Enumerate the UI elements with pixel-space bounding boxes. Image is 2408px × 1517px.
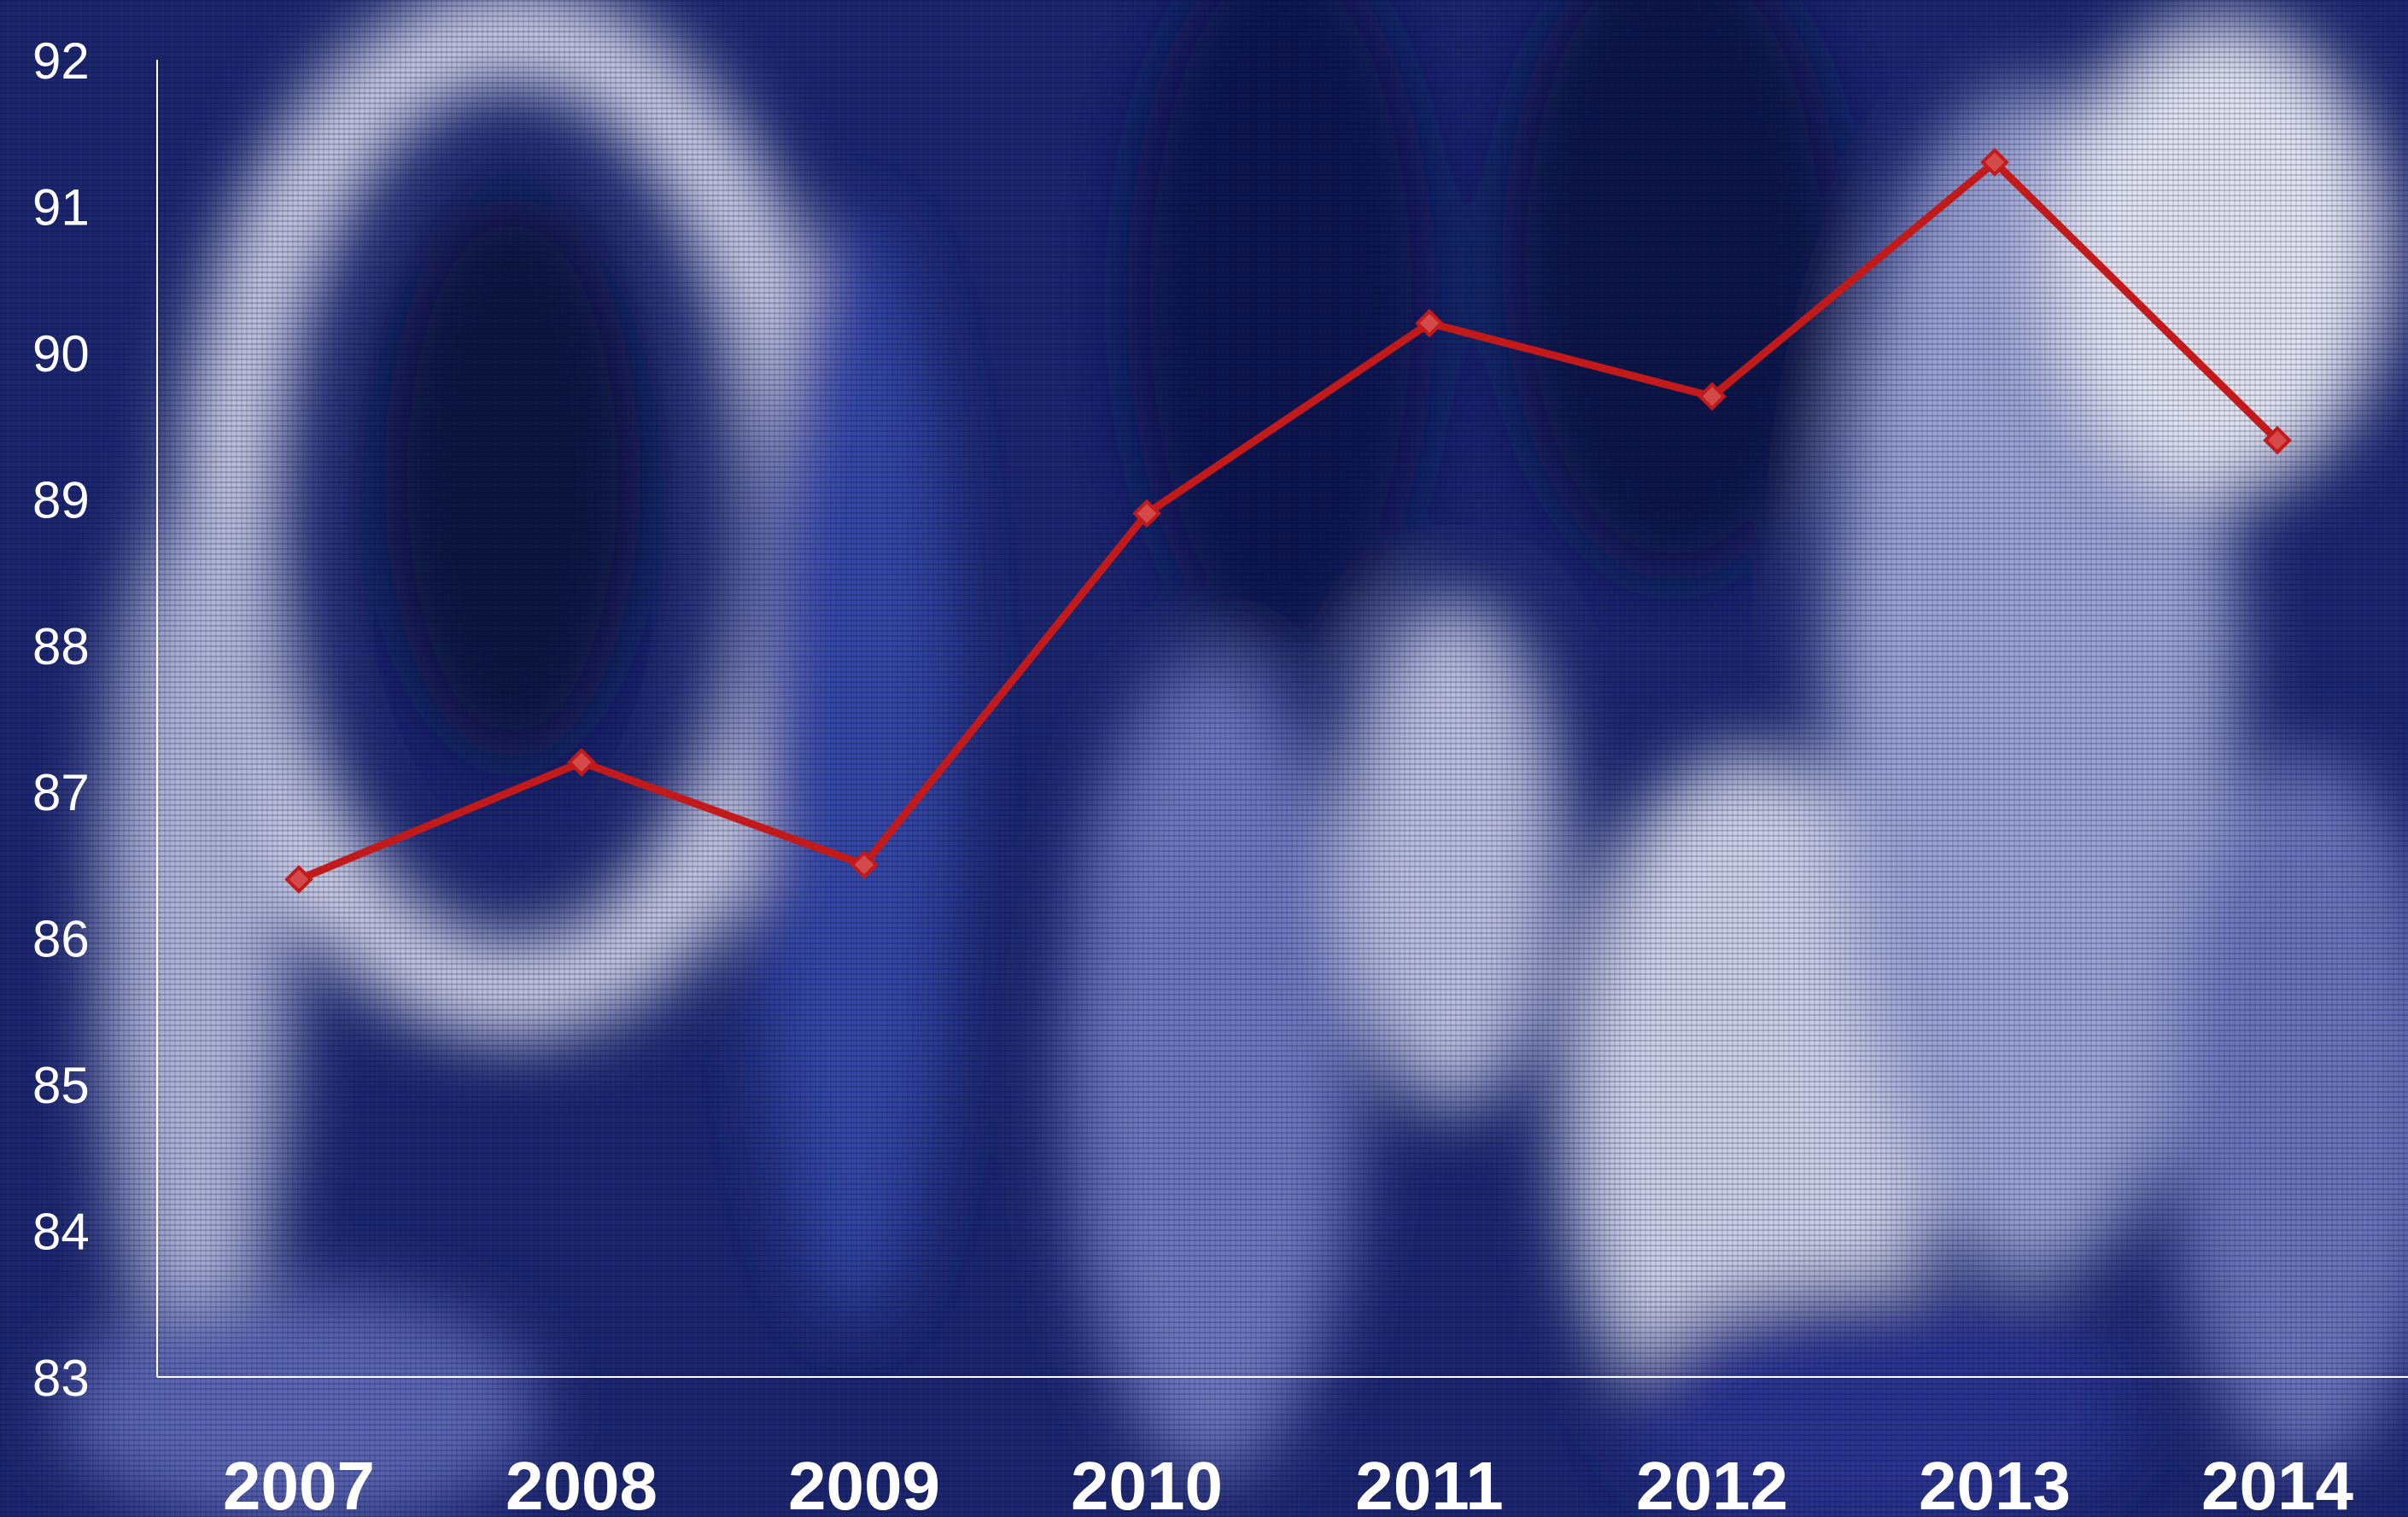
y-tick-label: 89 [32, 471, 90, 528]
data-point-marker [2263, 425, 2292, 455]
x-tick-label: 2014 [2201, 1448, 2353, 1517]
data-point-marker [850, 850, 879, 879]
x-tick-label: 2010 [1071, 1448, 1223, 1517]
x-tick-label: 2009 [788, 1448, 940, 1517]
data-point-marker [567, 748, 596, 777]
y-tick-label: 86 [32, 911, 90, 968]
y-tick-label: 83 [32, 1350, 90, 1407]
x-tick-label: 2007 [223, 1448, 375, 1517]
data-point-marker [1132, 499, 1161, 528]
y-tick-label: 88 [32, 618, 90, 675]
y-tick-label: 92 [32, 32, 90, 90]
series-group [284, 148, 2292, 894]
x-tick-label: 2008 [506, 1448, 658, 1517]
y-tick-label: 91 [32, 178, 90, 236]
y-tick-labels: 83 84 85 86 87 88 89 90 91 92 [32, 32, 90, 1407]
y-tick-label: 84 [32, 1204, 90, 1261]
x-tick-label: 2013 [1919, 1448, 2071, 1517]
y-tick-label: 90 [32, 325, 90, 382]
data-point-marker [1980, 148, 2009, 177]
y-tick-label: 85 [32, 1057, 90, 1114]
x-tick-label: 2011 [1355, 1448, 1504, 1517]
data-point-marker [284, 865, 313, 894]
axes [156, 60, 2408, 1378]
x-tick-label: 2012 [1636, 1448, 1788, 1517]
x-tick-labels: 2007 2008 2009 2010 2011 2012 2013 2014 [223, 1448, 2353, 1517]
data-point-marker [1415, 308, 1444, 338]
series-line [297, 158, 2281, 884]
data-point-marker [1698, 382, 1727, 411]
y-tick-label: 87 [32, 764, 90, 821]
